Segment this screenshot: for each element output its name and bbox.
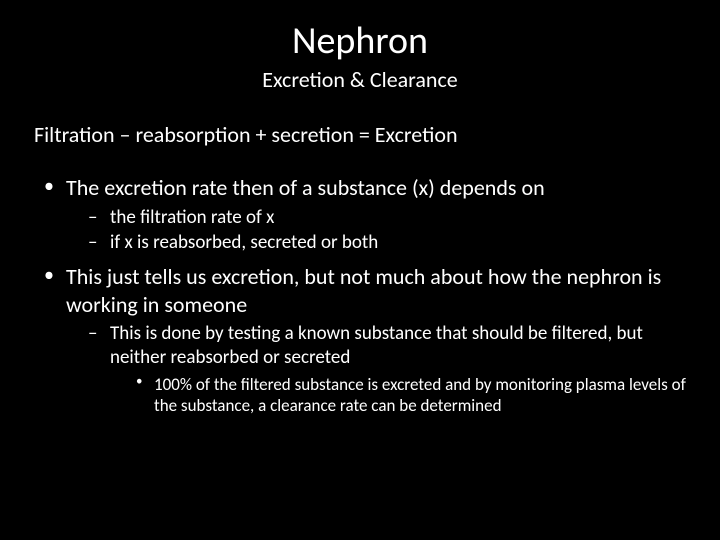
equation-text: Filtration – reabsorption + secretion = … [34,121,690,148]
bullet-sublist: the filtration rate of x if x is reabsor… [66,206,690,256]
list-item: The excretion rate then of a substance (… [30,174,690,255]
bullet-sublist: This is done by testing a known substanc… [66,322,690,416]
bullet-text: This is done by testing a known substanc… [110,322,643,369]
list-item: if x is reabsorbed, secreted or both [66,231,690,255]
bullet-text: This just tells us excretion, but not mu… [66,263,661,318]
bullet-text: the filtration rate of x [110,206,274,229]
bullet-text: The excretion rate then of a substance (… [66,174,545,201]
bullet-text: 100% of the filtered substance is excret… [154,374,686,416]
list-item: the filtration rate of x [66,206,690,230]
list-item: 100% of the filtered substance is excret… [110,374,690,417]
list-item: This is done by testing a known substanc… [66,322,690,416]
slide-subtitle: Excretion & Clearance [30,66,690,93]
list-item: This just tells us excretion, but not mu… [30,263,690,416]
bullet-list: The excretion rate then of a substance (… [30,174,690,416]
slide-title: Nephron [30,18,690,64]
bullet-subsublist: 100% of the filtered substance is excret… [110,374,690,417]
bullet-text: if x is reabsorbed, secreted or both [110,231,378,254]
